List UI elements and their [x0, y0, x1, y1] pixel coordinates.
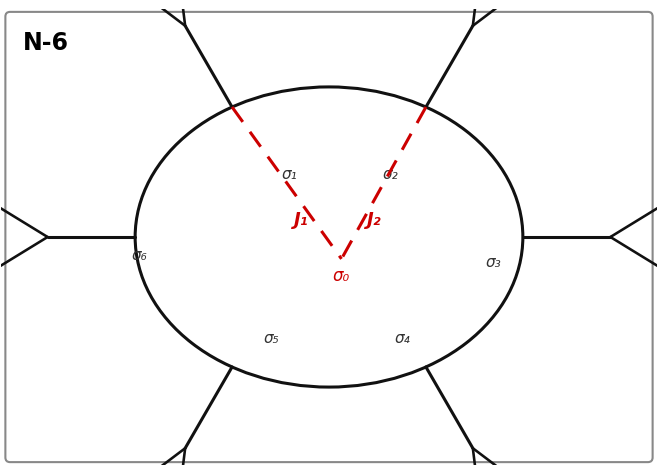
Text: σ₀: σ₀	[333, 267, 350, 285]
FancyBboxPatch shape	[5, 12, 653, 462]
Text: σ₂: σ₂	[382, 167, 398, 182]
Text: σ₃: σ₃	[486, 255, 501, 270]
Text: J₂: J₂	[367, 211, 381, 229]
Text: σ₄: σ₄	[395, 331, 411, 346]
Text: N-6: N-6	[22, 31, 68, 55]
Text: J₁: J₁	[294, 211, 309, 229]
Text: σ₆: σ₆	[132, 248, 147, 263]
Text: σ₁: σ₁	[282, 167, 297, 182]
Text: σ₅: σ₅	[263, 331, 279, 346]
